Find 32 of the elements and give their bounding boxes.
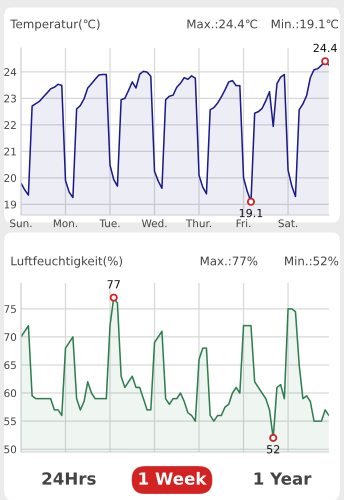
chart-title: Temperatur(℃)	[10, 19, 100, 31]
annotation: 52	[267, 445, 280, 454]
text: Max.:24.4℃	[187, 19, 258, 28]
annotation: 77	[108, 280, 120, 288]
x-tick-label: Fri.	[236, 219, 250, 228]
y-tick-label: 55	[4, 417, 16, 426]
y-tick-label: 50	[4, 445, 16, 454]
annotation: 19.1	[240, 208, 262, 218]
x-tick-label: Sun.	[10, 219, 32, 228]
y-tick-label: 23	[4, 94, 16, 102]
text: 1 Week	[139, 472, 207, 485]
x-tick-label: Thur.	[186, 219, 212, 228]
y-tick-label: 60	[4, 389, 16, 398]
x-tick-label: Mon.	[54, 219, 78, 228]
y-tick-label: 19	[4, 200, 16, 208]
text: 24Hrs	[42, 472, 96, 485]
y-tick-label: 22	[4, 121, 16, 129]
text: 1 Year	[254, 472, 312, 485]
y-tick-label: 21	[4, 148, 16, 156]
y-tick-label: 24	[4, 68, 16, 76]
y-tick-label: 75	[4, 305, 16, 313]
chart-title: Luftfeuchtigkeit(%)	[11, 256, 122, 268]
annotation: 24.4	[314, 44, 337, 52]
y-tick-label: 70	[4, 333, 16, 342]
x-tick-label: Sat.	[278, 219, 298, 228]
x-tick-label: Tue.	[99, 219, 120, 228]
y-tick-label: 65	[4, 361, 16, 370]
x-tick-label: Wed.	[142, 219, 166, 228]
text: Min.:52%	[285, 256, 338, 266]
y-tick-label: 20	[4, 174, 16, 182]
text: Max.:77%	[200, 256, 258, 266]
text: Min.:19.1℃	[272, 19, 338, 28]
